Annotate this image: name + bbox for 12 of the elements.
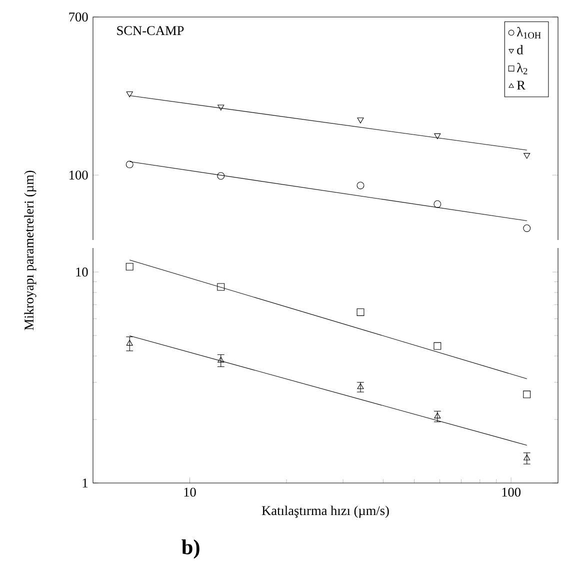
y-tick-label: 1 [82, 478, 88, 488]
text: b) [182, 539, 200, 559]
legend-label: d [517, 45, 524, 54]
y-tick-label: 700 [69, 12, 88, 22]
legend-label: λ$_{1OH}$ [516, 27, 541, 38]
text: λ$_{2}$ [516, 62, 528, 74]
y-tick-label: 10 [76, 268, 88, 277]
text: R [516, 80, 526, 90]
x-axis-title: Katılaştırma hızı (µm/s) [262, 506, 389, 518]
y-tick-label: 100 [70, 170, 88, 180]
y-axis-title: Mikroyapı parametreleri (µm) [24, 170, 36, 330]
annotation: SCN-CAMP [117, 26, 184, 36]
